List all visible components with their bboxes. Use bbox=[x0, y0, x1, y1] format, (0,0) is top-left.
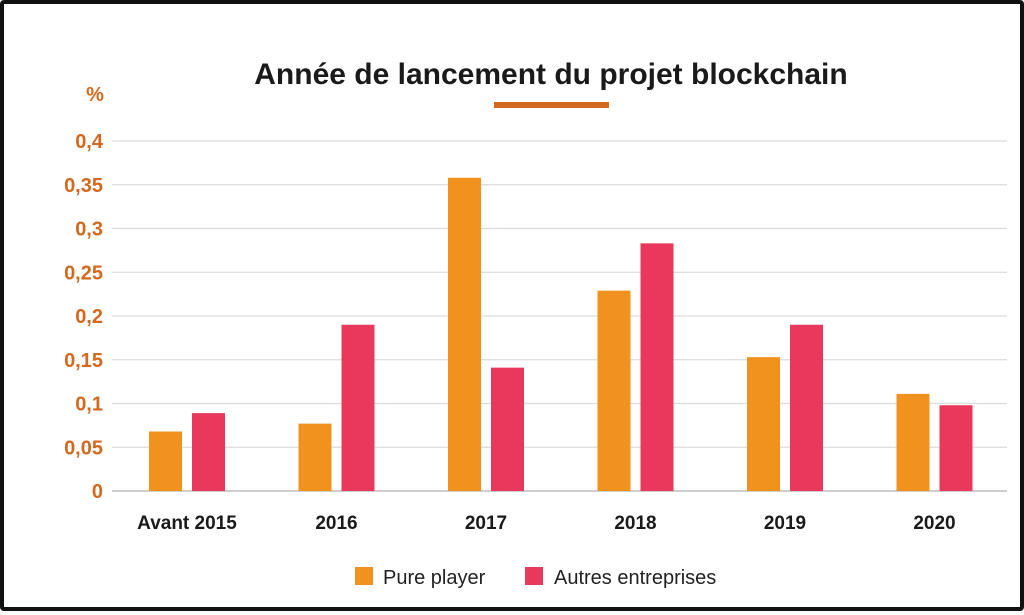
gridlines bbox=[112, 140, 1007, 492]
bar-autres-entreprises bbox=[939, 405, 973, 491]
y-axis-unit-label: % bbox=[86, 84, 104, 106]
y-tick-label: 0 bbox=[92, 481, 103, 503]
y-tick-label: 0,05 bbox=[64, 437, 103, 459]
x-tick-label: 2018 bbox=[614, 513, 656, 534]
x-axis-ticks: Avant 2015 2016 2017 2018 2019 2020 bbox=[137, 513, 955, 534]
y-tick-label: 0,1 bbox=[75, 394, 103, 416]
y-tick-label: 0,4 bbox=[75, 131, 104, 153]
bar-autres-entreprises bbox=[790, 324, 823, 491]
bar-pure-player bbox=[896, 393, 930, 491]
bars bbox=[149, 177, 973, 491]
bar-pure-player bbox=[298, 423, 332, 491]
x-tick-label: 2019 bbox=[764, 513, 806, 534]
x-tick-label: Avant 2015 bbox=[137, 513, 237, 534]
title-underline bbox=[494, 102, 609, 108]
chart-title: Année de lancement du projet blockchain bbox=[254, 58, 847, 91]
legend: Pure player Autres entreprises bbox=[355, 567, 716, 589]
y-tick-label: 0,2 bbox=[75, 306, 103, 328]
legend-swatch bbox=[525, 567, 543, 585]
bar-pure-player bbox=[747, 357, 780, 491]
y-axis-ticks: 0 0,05 0,1 0,15 0,2 0,25 0,3 0,35 0,4 bbox=[64, 131, 104, 503]
y-tick-label: 0,15 bbox=[64, 350, 103, 372]
x-tick-label: 2016 bbox=[315, 513, 357, 534]
bar-pure-player bbox=[149, 431, 182, 491]
legend-label: Autres entreprises bbox=[554, 567, 716, 589]
x-tick-label: 2020 bbox=[913, 513, 955, 534]
bar-chart: Année de lancement du projet blockchain … bbox=[64, 58, 1007, 589]
y-tick-label: 0,35 bbox=[64, 175, 103, 197]
y-tick-label: 0,3 bbox=[75, 219, 103, 241]
legend-label: Pure player bbox=[383, 567, 486, 589]
x-tick-label: 2017 bbox=[465, 513, 507, 534]
bar-pure-player bbox=[448, 177, 481, 491]
bar-autres-entreprises bbox=[192, 413, 225, 491]
y-tick-label: 0,25 bbox=[64, 262, 103, 284]
bar-pure-player bbox=[597, 290, 631, 491]
bar-autres-entreprises bbox=[640, 243, 674, 491]
bar-autres-entreprises bbox=[341, 324, 375, 491]
legend-swatch bbox=[355, 567, 373, 585]
bar-autres-entreprises bbox=[491, 367, 524, 491]
